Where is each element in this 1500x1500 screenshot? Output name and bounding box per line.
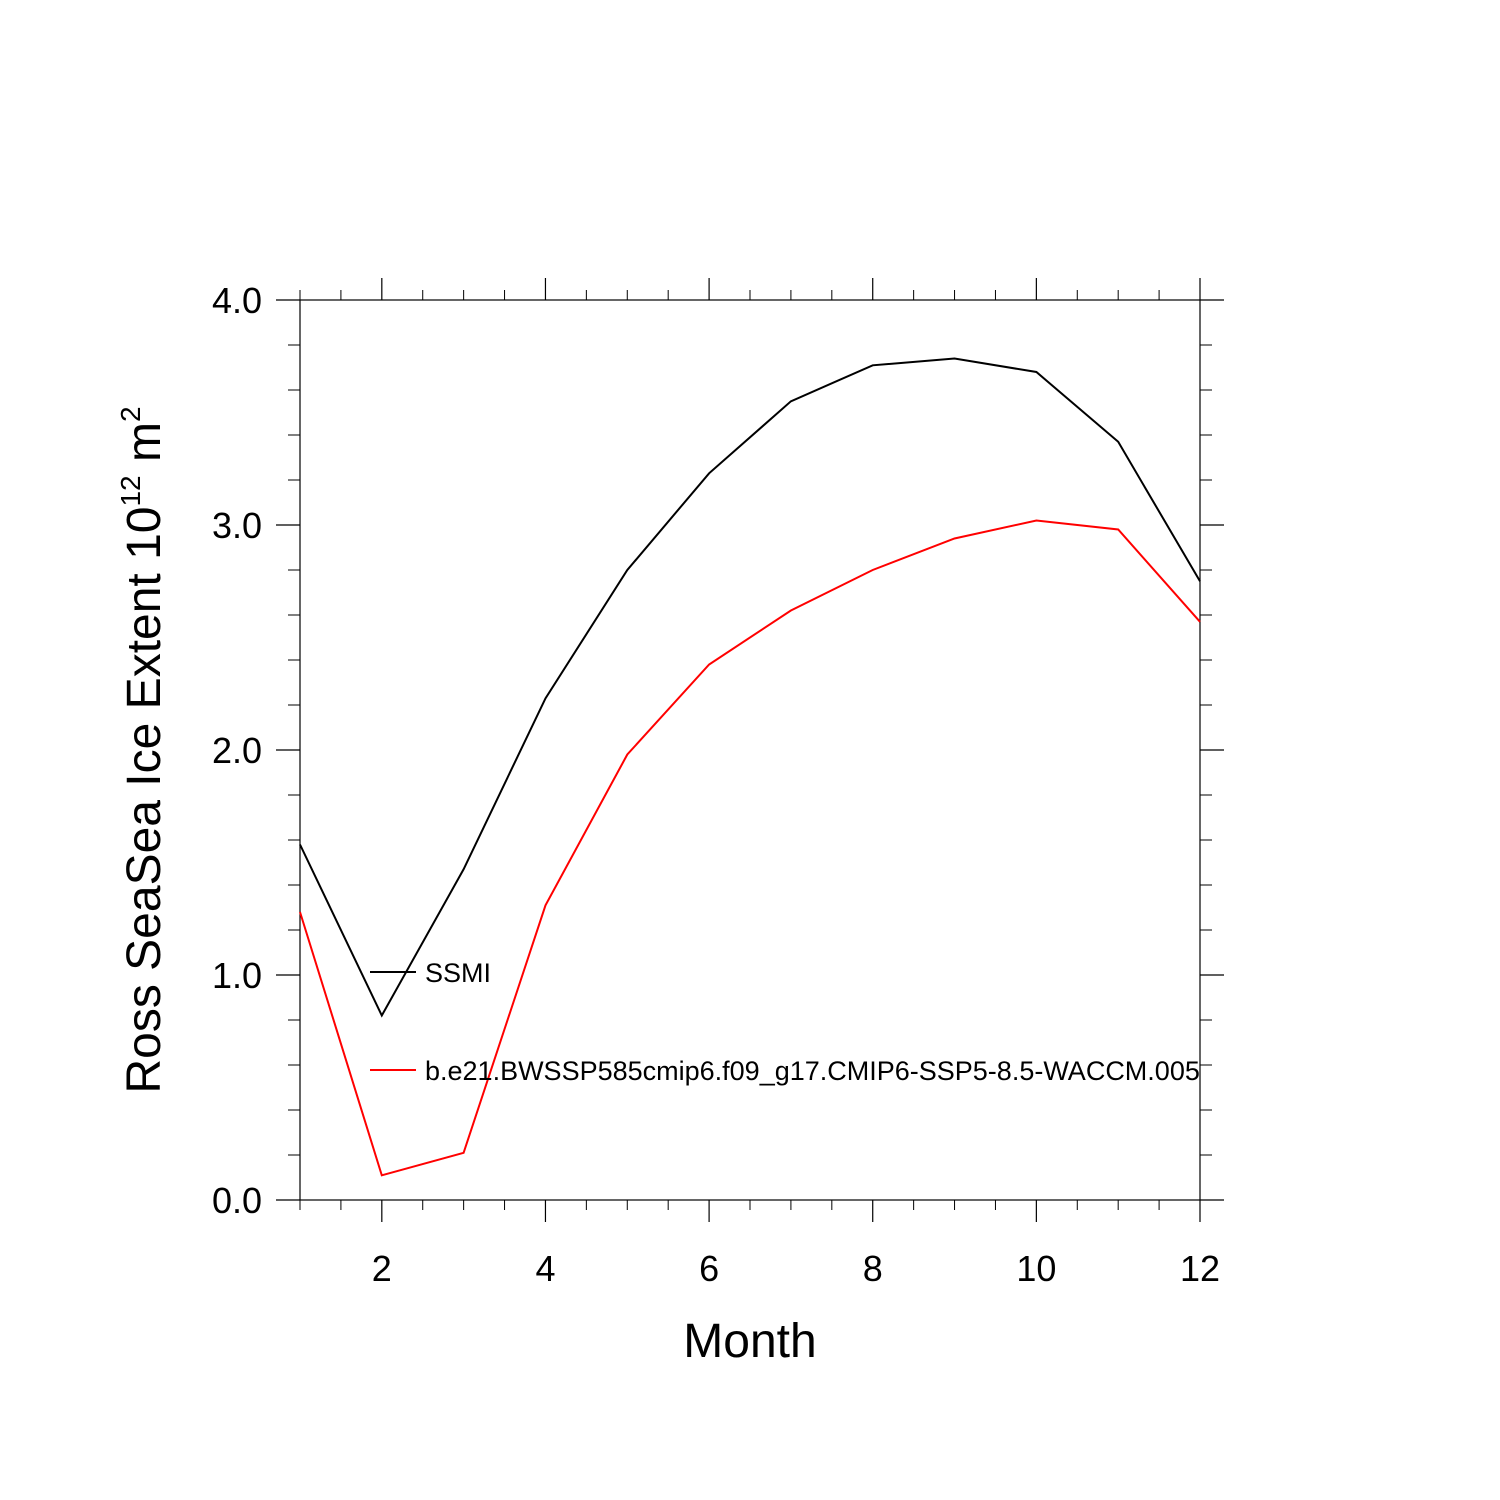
major-ticks <box>276 278 1224 1222</box>
x-tick-label: 12 <box>1180 1248 1220 1289</box>
x-tick-label: 10 <box>1016 1248 1056 1289</box>
y-axis-title: Ross SeaSea Ice Extent 1012 m2 <box>115 406 171 1093</box>
y-axis-title-unit-exponent: 2 <box>115 406 146 422</box>
legend-label: b.e21.BWSSP585cmip6.f09_g17.CMIP6-SSP5-8… <box>425 1056 1200 1086</box>
y-axis-title-unit: m <box>118 422 171 462</box>
series-lines <box>299 357 1201 1177</box>
y-tick-label: 1.0 <box>212 955 262 996</box>
x-tick-label: 4 <box>535 1248 555 1289</box>
series-line-model <box>299 519 1201 1177</box>
y-tick-label: 4.0 <box>212 280 262 321</box>
x-tick-labels: 2 4 6 8 10 12 <box>372 1248 1220 1289</box>
x-tick-label: 6 <box>699 1248 719 1289</box>
y-axis-title-exponent: 12 <box>115 475 146 506</box>
legend-label: SSMI <box>425 958 491 988</box>
y-tick-label: 0.0 <box>212 1180 262 1221</box>
y-axis-title-unit-space <box>118 462 171 475</box>
minor-ticks <box>288 290 1212 1210</box>
y-tick-label: 3.0 <box>212 505 262 546</box>
x-tick-label: 2 <box>372 1248 392 1289</box>
plot-frame <box>299 299 1201 1201</box>
legend: SSMI b.e21.BWSSP585cmip6.f09_g17.CMIP6-SS… <box>370 958 1200 1086</box>
y-tick-label: 2.0 <box>212 730 262 771</box>
y-axis-title-main: Ross SeaSea Ice Extent 10 <box>118 507 171 1094</box>
series-line-ssmi <box>299 357 1201 1018</box>
x-axis-title: Month <box>683 1315 816 1368</box>
y-tick-labels: 0.0 1.0 2.0 3.0 4.0 <box>212 280 262 1221</box>
x-tick-label: 8 <box>863 1248 883 1289</box>
